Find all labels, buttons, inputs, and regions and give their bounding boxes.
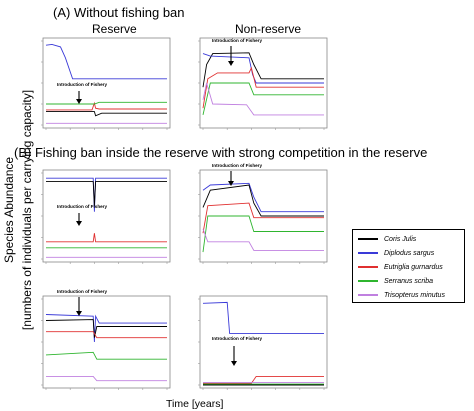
legend-label: Coris Julis: [384, 235, 417, 243]
series-line-eutriglia-gurnardus: [46, 101, 167, 111]
legend-item-eutriglia-gurnardus: Eutriglia gurnardus: [358, 261, 443, 273]
series-line-coris-julis: [46, 181, 167, 206]
legend-swatch: [358, 238, 378, 240]
series-line-trisopterus-minutus: [46, 375, 167, 382]
series-line-eutriglia-gurnardus: [203, 375, 324, 384]
series-line-serranus-scriba: [202, 215, 324, 253]
legend-item-coris-julis: Coris Julis: [358, 233, 416, 245]
panel-frame: [199, 295, 328, 389]
series-line-diplodus-sargus: [202, 301, 324, 334]
series-line-eutriglia-gurnardus: [202, 202, 324, 234]
legend-item-diplodus-sargus: Diplodus sargus: [358, 247, 434, 259]
series-line-eutriglia-gurnardus: [46, 331, 167, 339]
x-axis-label: Time [years]: [166, 398, 224, 410]
annotation-introduction-of-fishery: Introduction of Fishery: [212, 163, 262, 168]
legend-swatch: [358, 294, 378, 296]
series-line-coris-julis: [202, 184, 324, 217]
annotation-introduction-of-fishery: Introduction of Fishery: [212, 336, 262, 341]
series-line-coris-julis: [46, 111, 167, 117]
section-b-title: (B) Fishing ban inside the reserve with …: [14, 145, 428, 160]
series-line-eutriglia-gurnardus: [202, 66, 324, 109]
annotation-introduction-of-fishery: Introduction of Fishery: [57, 204, 107, 209]
series-line-diplodus-sargus: [202, 53, 324, 84]
series-line-eutriglia-gurnardus: [46, 233, 167, 243]
annotation-arrow-head: [228, 61, 234, 66]
chart-panel-A-nonreserve: Introduction of Fishery: [198, 37, 328, 130]
series-line-trisopterus-minutus: [202, 82, 324, 116]
annotation-introduction-of-fishery: Introduction of Fishery: [212, 38, 262, 43]
column-title-nonreserve: Non-reserve: [235, 22, 302, 36]
series-line-diplodus-sargus: [45, 43, 167, 80]
chart-panel-B1-reserve: Introduction of Fishery: [41, 169, 171, 264]
legend-label: Eutriglia gurnardus: [384, 263, 443, 271]
series-line-trisopterus-minutus: [202, 228, 324, 251]
legend-swatch: [358, 280, 378, 282]
annotation-introduction-of-fishery: Introduction of Fishery: [57, 82, 107, 87]
chart-panel-B2-nonreserve: Introduction of Fishery: [198, 295, 328, 390]
series-line-serranus-scriba: [46, 101, 167, 105]
annotation-arrow-head: [228, 181, 234, 186]
legend-item-trisopterus-minutus: Trisopterus minutus: [358, 289, 445, 301]
annotation-introduction-of-fishery: Introduction of Fishery: [57, 289, 107, 294]
series-line-serranus-scriba: [202, 82, 324, 116]
annotation-arrow-head: [76, 311, 82, 316]
column-title-reserve: Reserve: [92, 22, 137, 36]
legend-swatch: [358, 252, 378, 254]
legend-swatch: [358, 266, 378, 268]
series-line-coris-julis: [45, 319, 167, 338]
annotation-arrow-head: [76, 221, 82, 226]
series-line-serranus-scriba: [45, 351, 167, 360]
panel-frame: [42, 295, 171, 389]
chart-panel-B1-nonreserve: Introduction of Fishery: [198, 163, 328, 264]
annotation-arrow-head: [231, 361, 237, 366]
legend-label: Serranus scriba: [384, 277, 434, 285]
legend-label: Trisopterus minutus: [384, 291, 445, 299]
legend-item-serranus-scriba: Serranus scriba: [358, 275, 433, 287]
series-line-diplodus-sargus: [46, 177, 167, 212]
series-line-diplodus-sargus: [45, 314, 167, 343]
chart-panel-B2-reserve: Introduction of Fishery: [41, 289, 171, 390]
chart-panel-A-reserve: Introduction of Fishery: [41, 37, 171, 130]
section-a-title: (A) Without fishing ban: [53, 5, 185, 20]
series-line-coris-julis: [202, 52, 324, 88]
annotation-arrow-head: [76, 99, 82, 104]
series-line-diplodus-sargus: [202, 182, 324, 213]
legend-label: Diplodus sargus: [384, 249, 435, 257]
legend: Coris Julis Diplodus sargus Eutriglia gu…: [352, 229, 465, 303]
